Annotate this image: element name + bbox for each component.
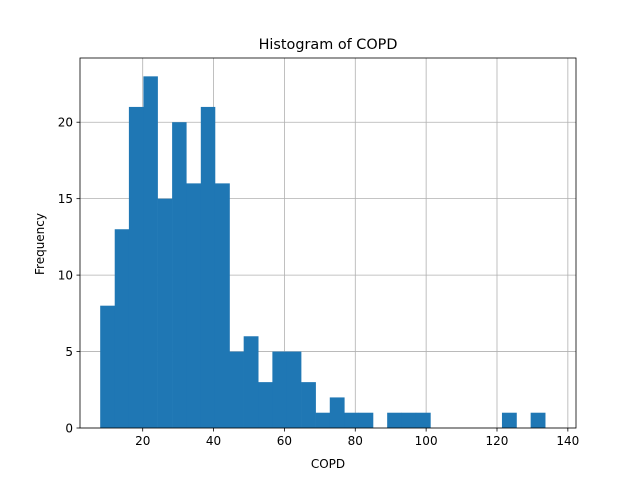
- y-tick-label: 5: [65, 345, 73, 359]
- histogram-bar: [186, 183, 202, 428]
- x-axis-ticks: 20 40 60 80 100 120 140: [135, 428, 579, 448]
- histogram-bar: [100, 305, 116, 428]
- x-tick-label: 60: [277, 434, 292, 448]
- histogram-bar: [329, 397, 345, 428]
- y-tick-label: 20: [58, 116, 73, 130]
- histogram-bar: [229, 351, 244, 428]
- histogram-bar: [530, 412, 546, 428]
- y-tick-label: 0: [65, 421, 73, 435]
- histogram-bar: [114, 229, 130, 428]
- x-tick-label: 100: [415, 434, 438, 448]
- histogram-bar: [243, 336, 259, 428]
- y-axis-ticks: 0 5 10 15 20: [58, 116, 80, 435]
- histogram-bar: [143, 76, 158, 428]
- histogram-bar: [501, 412, 517, 428]
- y-tick-label: 10: [58, 268, 73, 282]
- x-tick-label: 120: [486, 434, 509, 448]
- histogram-bar: [286, 351, 302, 428]
- axes-frame: [79, 57, 577, 429]
- histogram-bar: [258, 382, 273, 428]
- x-tick-label: 140: [556, 434, 579, 448]
- y-axis-label: Frequency: [33, 213, 47, 275]
- histogram-bar: [272, 351, 288, 428]
- axes-border: [79, 57, 577, 429]
- histogram-bar: [344, 412, 359, 428]
- histogram-bar: [301, 382, 316, 428]
- histogram-bar: [172, 122, 187, 428]
- bars: [100, 76, 546, 428]
- x-tick-label: 40: [206, 434, 221, 448]
- x-axis-label: COPD: [311, 457, 345, 471]
- histogram-bar: [387, 412, 402, 428]
- histogram-bar: [415, 412, 431, 428]
- x-tick-label: 80: [348, 434, 363, 448]
- histogram-bar: [401, 412, 417, 428]
- histogram-bar: [315, 412, 331, 428]
- histogram-bar: [157, 198, 173, 428]
- histogram-bar: [358, 412, 374, 428]
- chart-title: Histogram of COPD: [259, 37, 398, 53]
- x-tick-label: 20: [135, 434, 150, 448]
- histogram-bar: [128, 106, 144, 428]
- y-tick-label: 15: [58, 192, 73, 206]
- histogram-bar: [214, 183, 230, 428]
- histogram-bar: [200, 106, 216, 428]
